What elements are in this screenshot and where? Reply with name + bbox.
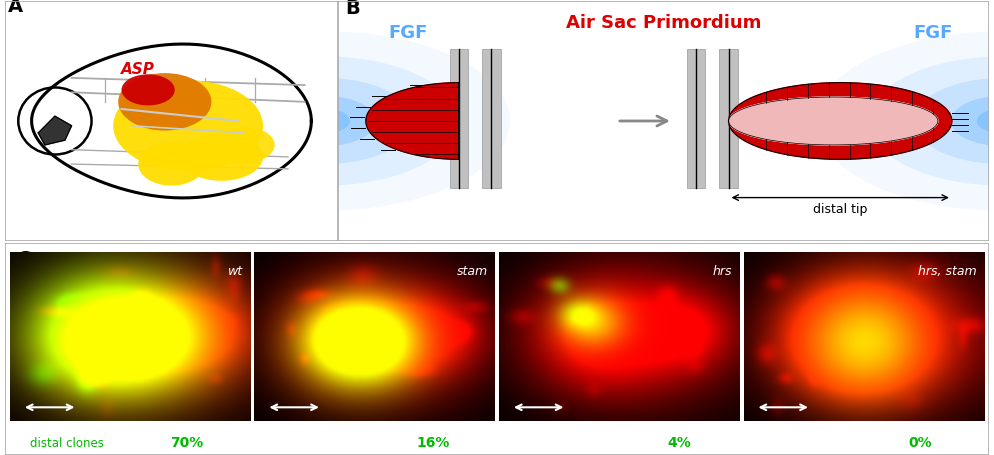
Ellipse shape bbox=[817, 32, 994, 211]
Ellipse shape bbox=[121, 75, 175, 106]
Text: wt: wt bbox=[229, 264, 244, 277]
Ellipse shape bbox=[298, 109, 350, 134]
Ellipse shape bbox=[235, 79, 414, 165]
Bar bbox=[338, 2, 989, 241]
Bar bbox=[720, 50, 738, 189]
Polygon shape bbox=[729, 98, 938, 146]
Ellipse shape bbox=[118, 74, 212, 131]
Text: stam: stam bbox=[456, 264, 488, 277]
Polygon shape bbox=[366, 84, 459, 160]
Text: 0%: 0% bbox=[909, 435, 932, 449]
Ellipse shape bbox=[215, 128, 274, 163]
Text: Air Sac Primordium: Air Sac Primordium bbox=[566, 14, 761, 32]
Bar bbox=[5, 2, 338, 241]
Text: distal tip: distal tip bbox=[813, 202, 868, 216]
Ellipse shape bbox=[272, 96, 376, 147]
Text: distal clones: distal clones bbox=[30, 436, 103, 449]
Ellipse shape bbox=[913, 79, 994, 165]
Polygon shape bbox=[729, 98, 938, 146]
Ellipse shape bbox=[869, 57, 994, 186]
Bar bbox=[687, 50, 706, 189]
Text: 4%: 4% bbox=[667, 435, 691, 449]
Text: 16%: 16% bbox=[416, 435, 449, 449]
Text: ASP: ASP bbox=[121, 62, 155, 77]
Text: A: A bbox=[8, 0, 24, 16]
Text: FGF: FGF bbox=[913, 24, 953, 42]
Text: 70%: 70% bbox=[170, 435, 204, 449]
Text: FGF: FGF bbox=[388, 24, 427, 42]
Text: B: B bbox=[345, 0, 360, 18]
Ellipse shape bbox=[180, 134, 263, 182]
Ellipse shape bbox=[138, 32, 510, 211]
Polygon shape bbox=[729, 84, 952, 160]
Text: C: C bbox=[17, 250, 31, 269]
Ellipse shape bbox=[977, 109, 994, 134]
Text: hrs: hrs bbox=[713, 264, 733, 277]
Ellipse shape bbox=[138, 143, 205, 186]
Bar bbox=[449, 50, 468, 189]
Ellipse shape bbox=[113, 81, 263, 172]
Ellipse shape bbox=[951, 96, 994, 147]
Polygon shape bbox=[38, 117, 72, 146]
Bar bbox=[482, 50, 501, 189]
Text: hrs, stam: hrs, stam bbox=[918, 264, 977, 277]
Ellipse shape bbox=[190, 57, 458, 186]
